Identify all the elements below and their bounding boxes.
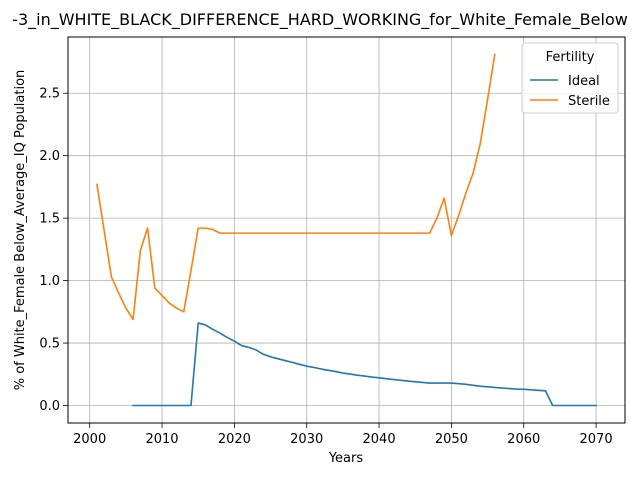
x-tick-label-2040: 2040: [363, 432, 396, 447]
legend: Fertility Ideal Sterile: [521, 42, 619, 114]
legend-label-ideal: Ideal: [568, 74, 600, 89]
x-tick-label-2070: 2070: [580, 432, 613, 447]
x-tick-label-2060: 2060: [507, 432, 540, 447]
x-tick-label-2000: 2000: [73, 432, 106, 447]
legend-label-sterile: Sterile: [568, 94, 610, 109]
plot-frame: [67, 36, 626, 424]
chart-title: -3_in_WHITE_BLACK_DIFFERENCE_HARD_WORKIN…: [12, 10, 628, 30]
axis-ticks: 2000 2010 2020 2030 2040 2050 2060 2070 0.0 0.5 1.…: [39, 87, 612, 447]
y-tick-label-0: 0.0: [39, 399, 60, 414]
y-tick-label-2.5: 2.5: [39, 87, 60, 102]
y-tick-label-2: 2.0: [39, 149, 60, 164]
series-line-ideal: [132, 322, 597, 407]
y-tick-label-1.5: 1.5: [39, 212, 60, 227]
y-axis-label: % of White_Female Below_Average_IQ Popul…: [13, 70, 28, 391]
y-tick-label-0.5: 0.5: [39, 337, 60, 352]
x-tick-label-2020: 2020: [218, 432, 251, 447]
legend-box: [521, 42, 619, 114]
legend-title: Fertility: [546, 50, 595, 65]
series-lines: [96, 53, 597, 407]
series-line-sterile: [96, 53, 496, 321]
x-tick-label-2010: 2010: [145, 432, 178, 447]
x-tick-label-2050: 2050: [435, 432, 468, 447]
x-tick-label-2030: 2030: [290, 432, 323, 447]
y-tick-label-1: 1.0: [39, 274, 60, 289]
x-axis-label: Years: [328, 451, 364, 466]
